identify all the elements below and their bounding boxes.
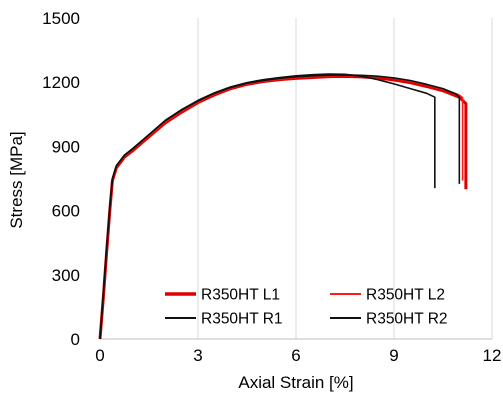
x-tick-label: 0: [95, 346, 104, 365]
y-tick-label: 600: [52, 202, 80, 221]
x-tick-label: 12: [483, 346, 502, 365]
series-lines: [98, 73, 468, 340]
x-tick-label: 3: [193, 346, 202, 365]
y-tick-label: 1500: [42, 9, 80, 28]
x-axis-label: Axial Strain [%]: [238, 373, 353, 392]
y-axis-label: Stress [MPa]: [7, 131, 26, 228]
y-tick-label: 300: [52, 266, 80, 285]
y-tick-label: 900: [52, 137, 80, 156]
legend-label: R350HT R1: [201, 311, 283, 328]
x-tick-label: 9: [389, 346, 398, 365]
grid-lines: [197, 18, 493, 339]
y-tick-label: 1200: [42, 73, 80, 92]
legend-label: R350HT R2: [366, 311, 448, 328]
x-tick-label: 6: [291, 346, 300, 365]
series-line-r350ht-r2: [99, 73, 436, 340]
legend: R350HT L1 R350HT L2 R350HT R1 R350HT R2: [165, 287, 448, 328]
legend-label: R350HT L1: [201, 287, 280, 304]
y-tick-label: 0: [71, 330, 80, 349]
legend-label: R350HT L2: [366, 287, 445, 304]
tick-labels: 0 300 600 900 1200 1500 0 3 6 9 12: [42, 9, 501, 365]
